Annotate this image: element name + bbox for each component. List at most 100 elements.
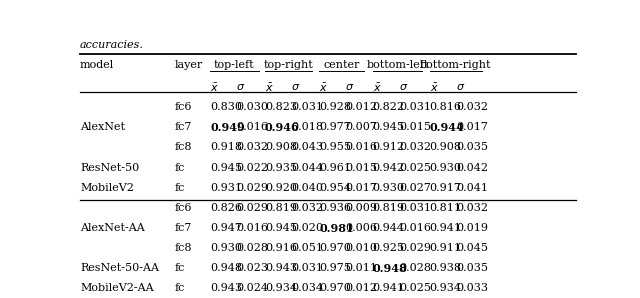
Text: 0.012: 0.012 xyxy=(346,283,378,293)
Text: 0.022: 0.022 xyxy=(236,162,268,173)
Text: $\sigma$: $\sigma$ xyxy=(291,82,300,92)
Text: 0.816: 0.816 xyxy=(429,102,461,112)
Text: 0.943: 0.943 xyxy=(265,263,297,273)
Text: 0.028: 0.028 xyxy=(236,243,268,253)
Text: 0.936: 0.936 xyxy=(319,203,351,213)
Text: 0.032: 0.032 xyxy=(456,203,488,213)
Text: 0.006: 0.006 xyxy=(346,223,378,233)
Text: 0.035: 0.035 xyxy=(456,263,488,273)
Text: 0.031: 0.031 xyxy=(399,102,431,112)
Text: top-left: top-left xyxy=(214,60,255,70)
Text: 0.934: 0.934 xyxy=(429,283,461,293)
Text: $\sigma$: $\sigma$ xyxy=(236,82,246,92)
Text: 0.033: 0.033 xyxy=(456,283,488,293)
Text: $\sigma$: $\sigma$ xyxy=(456,82,465,92)
Text: center: center xyxy=(323,60,360,70)
Text: 0.030: 0.030 xyxy=(236,102,268,112)
Text: 0.946: 0.946 xyxy=(265,122,300,134)
Text: fc: fc xyxy=(174,183,184,193)
Text: 0.016: 0.016 xyxy=(346,142,378,153)
Text: 0.912: 0.912 xyxy=(372,142,404,153)
Text: 0.007: 0.007 xyxy=(346,122,377,132)
Text: 0.031: 0.031 xyxy=(399,203,431,213)
Text: 0.044: 0.044 xyxy=(291,162,323,173)
Text: 0.034: 0.034 xyxy=(291,283,323,293)
Text: 0.011: 0.011 xyxy=(346,263,378,273)
Text: 0.911: 0.911 xyxy=(429,243,461,253)
Text: 0.908: 0.908 xyxy=(429,142,461,153)
Text: 0.028: 0.028 xyxy=(399,263,431,273)
Text: 0.029: 0.029 xyxy=(236,203,268,213)
Text: 0.945: 0.945 xyxy=(265,223,297,233)
Text: $\bar{x}$: $\bar{x}$ xyxy=(372,82,381,94)
Text: 0.023: 0.023 xyxy=(236,263,268,273)
Text: 0.032: 0.032 xyxy=(456,102,488,112)
Text: 0.032: 0.032 xyxy=(291,203,323,213)
Text: fc8: fc8 xyxy=(174,142,192,153)
Text: 0.024: 0.024 xyxy=(236,283,268,293)
Text: 0.031: 0.031 xyxy=(291,263,323,273)
Text: 0.931: 0.931 xyxy=(210,183,242,193)
Text: 0.943: 0.943 xyxy=(210,283,242,293)
Text: 0.010: 0.010 xyxy=(346,243,378,253)
Text: 0.945: 0.945 xyxy=(372,122,404,132)
Text: 0.032: 0.032 xyxy=(399,142,431,153)
Text: 0.027: 0.027 xyxy=(399,183,431,193)
Text: fc6: fc6 xyxy=(174,102,192,112)
Text: $\sigma$: $\sigma$ xyxy=(399,82,408,92)
Text: accuracies.: accuracies. xyxy=(80,40,144,50)
Text: 0.012: 0.012 xyxy=(346,102,378,112)
Text: 0.944: 0.944 xyxy=(429,122,465,134)
Text: fc: fc xyxy=(174,283,184,293)
Text: 0.016: 0.016 xyxy=(399,223,431,233)
Text: $\bar{x}$: $\bar{x}$ xyxy=(210,82,219,94)
Text: 0.045: 0.045 xyxy=(456,243,488,253)
Text: 0.917: 0.917 xyxy=(429,183,461,193)
Text: fc: fc xyxy=(174,162,184,173)
Text: 0.934: 0.934 xyxy=(265,283,297,293)
Text: $\sigma$: $\sigma$ xyxy=(346,82,355,92)
Text: 0.970: 0.970 xyxy=(319,243,351,253)
Text: 0.961: 0.961 xyxy=(319,162,351,173)
Text: 0.016: 0.016 xyxy=(236,122,268,132)
Text: 0.018: 0.018 xyxy=(291,122,323,132)
Text: 0.955: 0.955 xyxy=(319,142,351,153)
Text: 0.017: 0.017 xyxy=(346,183,377,193)
Text: AlexNet: AlexNet xyxy=(80,122,125,132)
Text: layer: layer xyxy=(174,60,202,70)
Text: 0.029: 0.029 xyxy=(399,243,431,253)
Text: 0.930: 0.930 xyxy=(372,183,404,193)
Text: 0.051: 0.051 xyxy=(291,243,323,253)
Text: 0.918: 0.918 xyxy=(210,142,242,153)
Text: 0.823: 0.823 xyxy=(265,102,297,112)
Text: 0.981: 0.981 xyxy=(319,223,354,234)
Text: $\bar{x}$: $\bar{x}$ xyxy=(265,82,274,94)
Text: 0.015: 0.015 xyxy=(399,122,431,132)
Text: 0.819: 0.819 xyxy=(265,203,297,213)
Text: 0.811: 0.811 xyxy=(429,203,461,213)
Text: 0.970: 0.970 xyxy=(319,283,351,293)
Text: 0.925: 0.925 xyxy=(372,243,404,253)
Text: ResNet-50-AA: ResNet-50-AA xyxy=(80,263,159,273)
Text: fc7: fc7 xyxy=(174,223,191,233)
Text: 0.930: 0.930 xyxy=(429,162,461,173)
Text: 0.935: 0.935 xyxy=(265,162,297,173)
Text: 0.043: 0.043 xyxy=(291,142,323,153)
Text: model: model xyxy=(80,60,115,70)
Text: MobileV2: MobileV2 xyxy=(80,183,134,193)
Text: 0.025: 0.025 xyxy=(399,162,431,173)
Text: 0.031: 0.031 xyxy=(291,102,323,112)
Text: 0.019: 0.019 xyxy=(456,223,488,233)
Text: 0.947: 0.947 xyxy=(210,223,242,233)
Text: 0.948: 0.948 xyxy=(372,263,408,274)
Text: fc6: fc6 xyxy=(174,203,192,213)
Text: 0.942: 0.942 xyxy=(372,162,404,173)
Text: 0.029: 0.029 xyxy=(236,183,268,193)
Text: fc: fc xyxy=(174,263,184,273)
Text: 0.920: 0.920 xyxy=(265,183,297,193)
Text: 0.938: 0.938 xyxy=(429,263,461,273)
Text: 0.949: 0.949 xyxy=(210,122,245,134)
Text: 0.020: 0.020 xyxy=(291,223,323,233)
Text: 0.830: 0.830 xyxy=(210,102,242,112)
Text: bottom-left: bottom-left xyxy=(366,60,429,70)
